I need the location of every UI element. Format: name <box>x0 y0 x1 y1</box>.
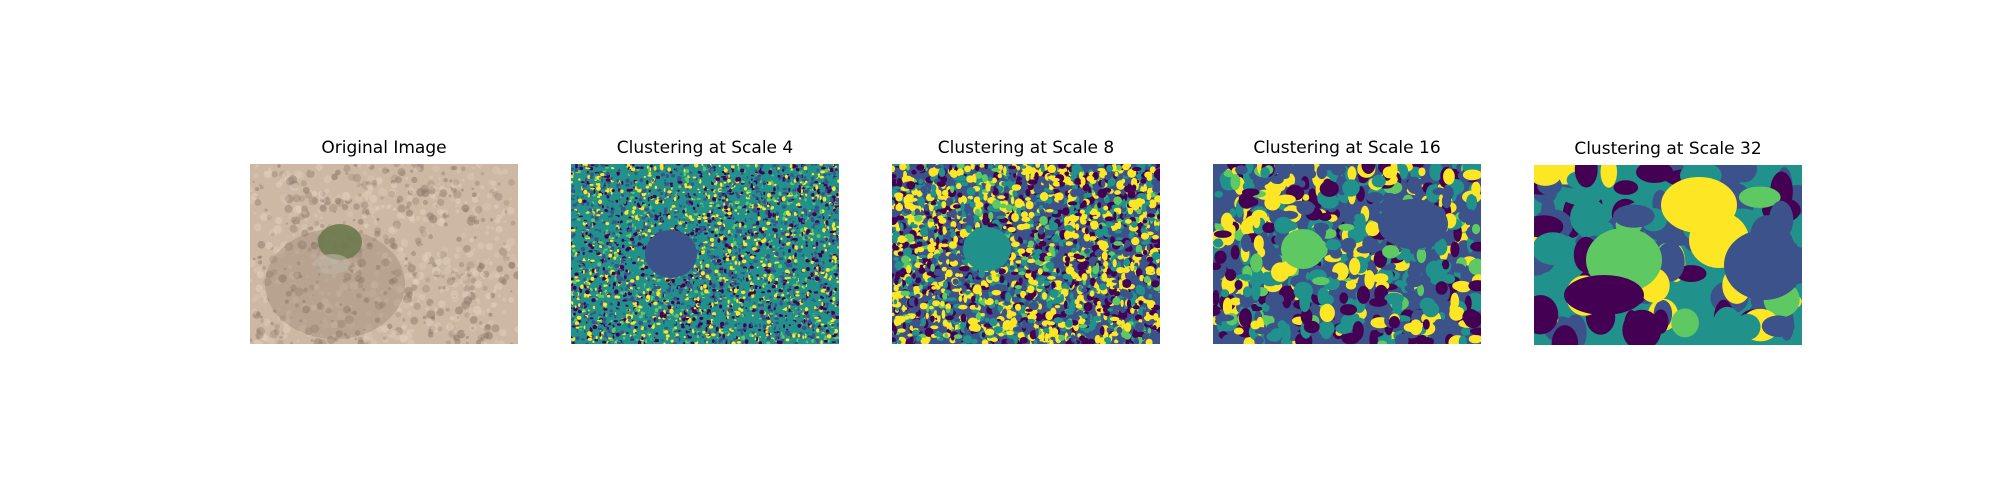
cluster-texture <box>1213 164 1481 344</box>
clustering-map-scale-32 <box>1534 165 1802 345</box>
clustering-map-scale-16 <box>1213 164 1481 344</box>
panel-title: Clustering at Scale 16 <box>1253 138 1441 158</box>
cluster-texture <box>1534 165 1802 345</box>
panel-title: Clustering at Scale 8 <box>937 138 1115 158</box>
panel-clustering-scale-32: Clustering at Scale 32 <box>1534 139 1802 345</box>
panel-original-image: Original Image <box>250 138 518 344</box>
panel-clustering-scale-4: Clustering at Scale 4 <box>571 138 839 344</box>
cluster-texture <box>892 164 1160 344</box>
panel-title: Original Image <box>321 138 447 158</box>
panel-clustering-scale-8: Clustering at Scale 8 <box>892 138 1160 344</box>
panel-title: Clustering at Scale 32 <box>1574 139 1762 159</box>
panel-title: Clustering at Scale 4 <box>616 138 794 158</box>
panel-clustering-scale-16: Clustering at Scale 16 <box>1213 138 1481 344</box>
clustering-map-scale-8 <box>892 164 1160 344</box>
aerial-photo <box>250 164 518 344</box>
original-aerial-image <box>250 164 518 344</box>
clustering-map-scale-4 <box>571 164 839 344</box>
cluster-texture <box>571 164 839 344</box>
